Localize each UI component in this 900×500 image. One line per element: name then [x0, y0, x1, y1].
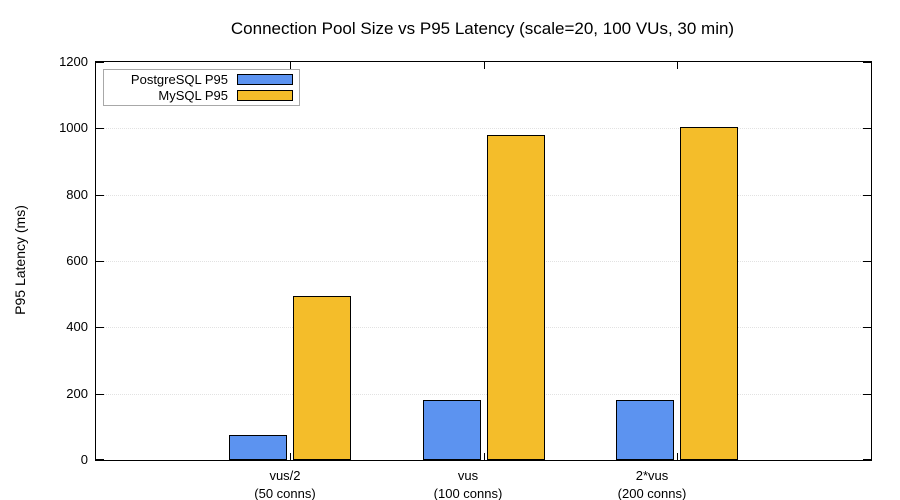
y-axis-title: P95 Latency (ms) [12, 205, 28, 315]
x-tick [677, 62, 679, 69]
bar-mysql [680, 126, 739, 460]
y-tick [96, 261, 104, 262]
x-category-sublabel: (50 conns) [254, 486, 316, 500]
legend-label-mysql: MySQL P95 [158, 88, 228, 103]
y-tick-label: 400 [66, 319, 88, 335]
x-category-label: vus [457, 468, 479, 483]
y-tick [863, 327, 871, 329]
x-tick [289, 62, 291, 69]
chart-title: Connection Pool Size vs P95 Latency (sca… [230, 19, 735, 38]
legend: PostgreSQL P95 MySQL P95 [103, 69, 300, 106]
y-tick-label: 600 [66, 253, 88, 268]
y-tick [863, 459, 871, 460]
x-category-sublabel: (200 conns) [617, 486, 687, 500]
y-tick [96, 327, 104, 329]
y-tick [96, 459, 104, 460]
bar-postgresql [616, 400, 675, 460]
y-tick [96, 393, 104, 395]
y-tick [96, 62, 104, 63]
gridline [96, 327, 871, 329]
bar-postgresql [228, 435, 287, 460]
bar-mysql [486, 134, 545, 460]
x-tick [483, 453, 485, 460]
gridline [96, 194, 871, 196]
x-tick [677, 453, 679, 460]
x-category-label: 2*vus [635, 468, 669, 483]
bar-postgresql [422, 400, 481, 460]
y-tick-label: 1000 [59, 120, 88, 136]
x-tick [483, 62, 485, 69]
plot-area [95, 61, 872, 461]
y-tick [96, 194, 104, 196]
x-category-sublabel: (100 conns) [433, 486, 503, 500]
legend-row: MySQL P95 [104, 88, 293, 103]
gridline [96, 128, 871, 130]
bar-mysql [292, 295, 351, 460]
y-tick-label: 800 [66, 186, 88, 202]
y-tick-label: 1200 [59, 54, 88, 69]
gridline [96, 393, 871, 395]
x-tick [289, 453, 291, 460]
legend-swatch-mysql [237, 90, 293, 101]
y-tick-label: 0 [80, 452, 88, 467]
legend-row: PostgreSQL P95 [104, 72, 293, 87]
x-category-label: vus/2 [269, 468, 301, 483]
legend-swatch-postgresql [237, 74, 293, 85]
y-tick [863, 128, 871, 130]
y-tick [863, 194, 871, 196]
legend-label-postgresql: PostgreSQL P95 [130, 72, 228, 87]
gridline [96, 261, 871, 262]
y-tick [863, 62, 871, 63]
y-tick [96, 128, 104, 130]
y-tick-label: 200 [66, 385, 88, 401]
y-tick [863, 393, 871, 395]
y-tick [863, 261, 871, 262]
